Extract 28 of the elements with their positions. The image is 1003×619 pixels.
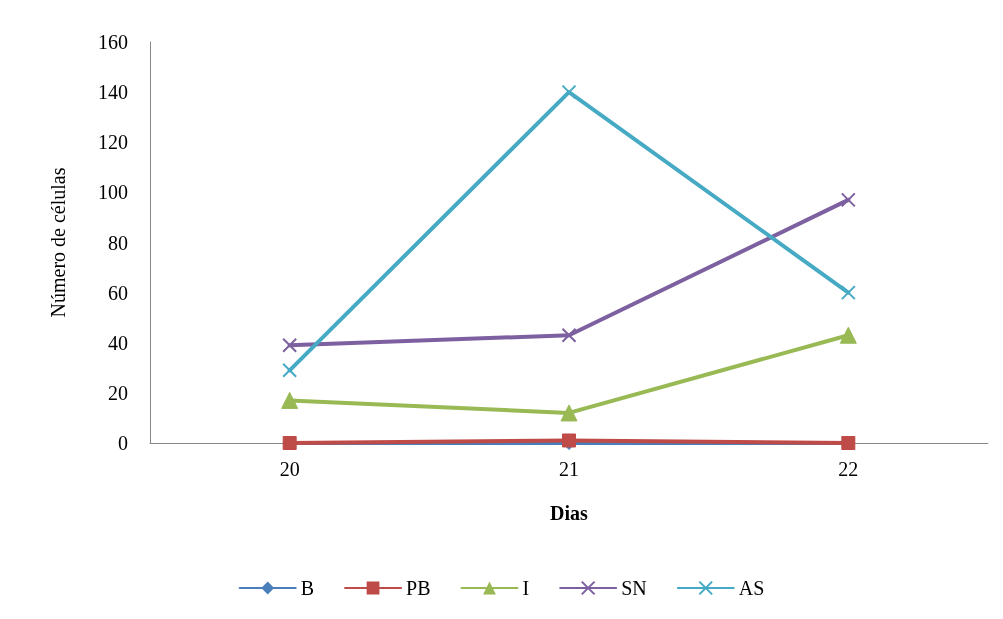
legend-label: SN xyxy=(621,577,647,599)
x-axis-title: Dias xyxy=(550,502,589,524)
point xyxy=(840,285,856,301)
point xyxy=(561,327,577,343)
y-tick-label: 100 xyxy=(98,181,128,204)
legend-label: PB xyxy=(406,577,431,599)
x-tick-label: 22 xyxy=(838,458,859,480)
point xyxy=(560,404,578,422)
y-tick-label: 60 xyxy=(108,281,128,304)
point xyxy=(282,337,298,353)
y-tick-label: 160 xyxy=(98,31,128,53)
legend-label: AS xyxy=(738,577,765,599)
x-tick-label: 20 xyxy=(279,458,300,480)
point xyxy=(839,326,857,344)
y-tick-label: 80 xyxy=(108,231,128,254)
y-tick-label: 120 xyxy=(98,131,128,154)
point xyxy=(282,362,298,378)
legend-label: I xyxy=(522,577,530,599)
point xyxy=(840,192,856,208)
legend-label: B xyxy=(300,577,315,599)
y-tick-label: 140 xyxy=(98,81,128,104)
point xyxy=(281,391,299,409)
y-tick-label: 0 xyxy=(118,432,128,454)
y-axis-title: Número de células xyxy=(47,167,69,318)
y-tick-label: 40 xyxy=(108,331,128,354)
y-tick-label: 20 xyxy=(108,381,128,404)
x-tick-label: 21 xyxy=(559,458,579,480)
point xyxy=(561,84,577,100)
